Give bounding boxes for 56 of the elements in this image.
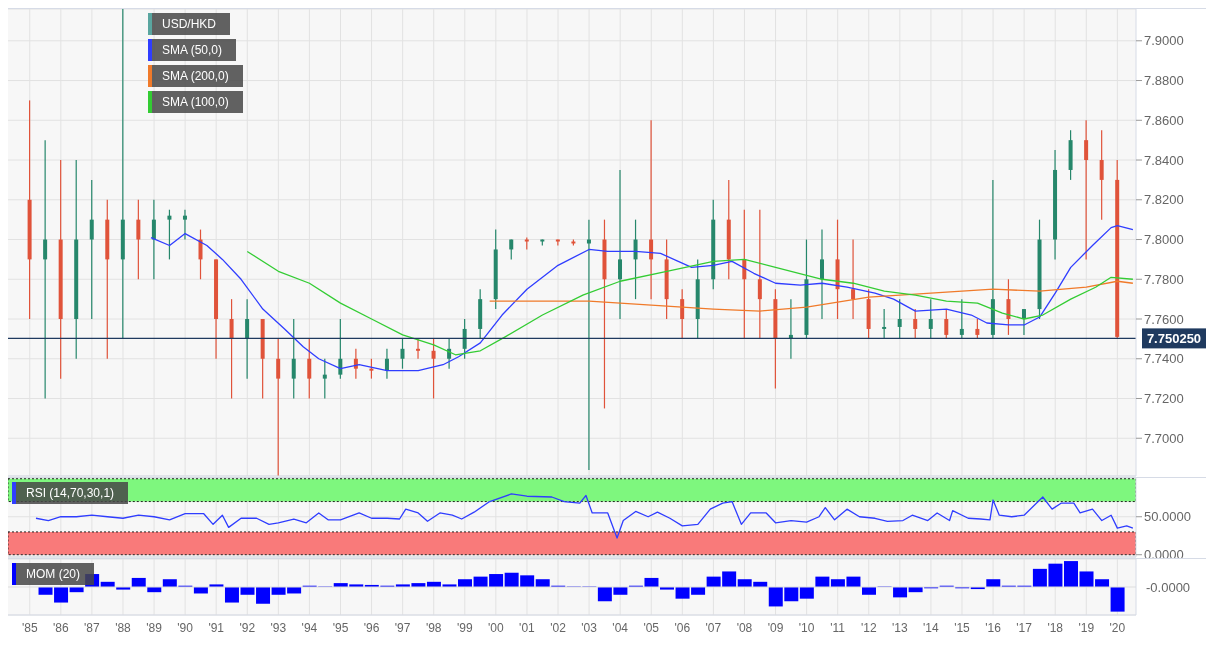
x-tick-label: '97 — [394, 620, 411, 635]
text: USD/HKD — [161, 16, 217, 33]
x-tick-label: '07 — [705, 620, 722, 635]
x-tick-label: '92 — [239, 620, 256, 635]
x-tick-label: '98 — [425, 620, 442, 635]
x-tick-label: '04 — [612, 620, 629, 635]
x-tick-label: '10 — [798, 620, 815, 635]
x-tick-label: '06 — [674, 620, 691, 635]
y-tick-label: 7.8200 — [1144, 192, 1184, 208]
y-tick-label: 7.7200 — [1144, 391, 1184, 407]
legend-label: SMA (50,0) — [161, 42, 224, 59]
x-tick-label: '08 — [736, 620, 753, 635]
x-tick-label: '01 — [519, 620, 536, 635]
y-tick-label: 7.8600 — [1144, 112, 1184, 128]
y-tick-label: 7.9000 — [1144, 33, 1184, 49]
legend-label: MOM (20) — [25, 566, 81, 583]
x-tick-label: '20 — [1109, 620, 1126, 635]
x-tick-label: '14 — [923, 620, 940, 635]
x-tick-label: '94 — [301, 620, 318, 635]
y-tick-label: 7.8800 — [1144, 73, 1184, 89]
x-tick-label: '85 — [21, 620, 38, 635]
x-tick-label: '13 — [892, 620, 908, 635]
ref-line-label: 7.750250 — [1146, 331, 1202, 347]
x-tick-label: '87 — [84, 620, 101, 635]
x-tick-label: '12 — [860, 620, 877, 635]
x-tick-label: '11 — [830, 620, 846, 635]
x-tick-label: '00 — [488, 620, 505, 635]
x-tick-label: '18 — [1047, 620, 1064, 635]
ref-line-label: -0.0000 — [1146, 580, 1191, 595]
x-tick-label: '86 — [53, 620, 69, 635]
legend-label: RSI (14,70,30,1) — [25, 485, 116, 502]
legend-label: SMA (200,0) — [161, 68, 230, 85]
x-tick-label: '15 — [954, 620, 971, 635]
x-tick-label: '91 — [208, 620, 225, 635]
y-tick-label: 7.8000 — [1144, 232, 1184, 248]
x-tick-label: '93 — [270, 620, 287, 635]
y-tick-label: 7.7600 — [1144, 311, 1184, 327]
x-tick-label: '89 — [146, 620, 163, 635]
x-tick-label: '96 — [363, 620, 380, 635]
x-tick-label: '19 — [1078, 620, 1095, 635]
y-tick-label: 7.8400 — [1144, 152, 1184, 168]
x-tick-label: '02 — [550, 620, 567, 635]
y-tick-label: 50.0000 — [1144, 509, 1191, 525]
x-tick-label: '90 — [177, 620, 194, 635]
x-tick-label: '05 — [643, 620, 660, 635]
legend-label: SMA (100,0) — [161, 94, 230, 111]
y-tick-label: 7.7800 — [1144, 271, 1184, 287]
x-tick-label: '09 — [767, 620, 784, 635]
y-tick-label: 7.7400 — [1144, 351, 1184, 367]
x-tick-label: '88 — [115, 620, 132, 635]
x-tick-label: '16 — [985, 620, 1002, 635]
y-tick-label: 7.7000 — [1144, 430, 1184, 446]
x-tick-label: '17 — [1016, 620, 1033, 635]
x-tick-label: '95 — [332, 620, 349, 635]
x-tick-label: '03 — [581, 620, 598, 635]
x-tick-label: '99 — [456, 620, 473, 635]
